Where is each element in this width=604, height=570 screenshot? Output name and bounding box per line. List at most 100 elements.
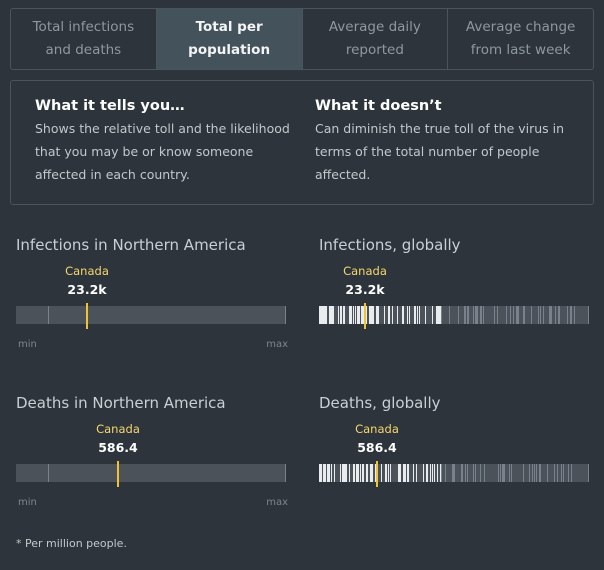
distribution-tick bbox=[358, 464, 359, 482]
distribution-tick bbox=[349, 464, 350, 482]
distribution-tick bbox=[567, 306, 568, 324]
distribution-track bbox=[319, 461, 589, 487]
info-line: Can diminish the true toll of the virus … bbox=[315, 121, 565, 136]
distribution-tick bbox=[458, 306, 459, 324]
distribution-tick bbox=[426, 464, 427, 482]
distribution-tick bbox=[321, 306, 322, 324]
distribution-tick bbox=[437, 306, 438, 324]
distribution-tick bbox=[372, 306, 373, 324]
tab-label-line1: Total per bbox=[195, 19, 263, 35]
tab-total-per-population[interactable]: Total per population bbox=[156, 9, 303, 69]
what-it-tells-section: What it tells you… Shows the relative to… bbox=[35, 98, 305, 186]
distribution-tick bbox=[321, 464, 322, 482]
tab-label-line2: reported bbox=[345, 42, 404, 58]
distribution-tick bbox=[453, 464, 454, 482]
distribution-track bbox=[16, 303, 286, 329]
tab-label-line2: and deaths bbox=[45, 42, 122, 58]
distribution-tick bbox=[475, 306, 476, 324]
distribution-tick bbox=[468, 306, 469, 324]
distribution-tick bbox=[360, 464, 361, 482]
marker-label: Canada bbox=[65, 264, 109, 278]
distribution-tick bbox=[419, 306, 420, 324]
distribution-tick bbox=[494, 306, 495, 324]
distribution-tick bbox=[473, 464, 474, 482]
distribution-tick bbox=[341, 306, 342, 324]
distribution-tick bbox=[402, 306, 403, 324]
distribution-tick bbox=[464, 306, 465, 324]
distribution-tick bbox=[405, 464, 406, 482]
axis-min-label: min bbox=[18, 339, 37, 350]
distribution-tick bbox=[373, 306, 374, 324]
distribution-tick bbox=[388, 306, 389, 324]
distribution-tick bbox=[523, 306, 524, 324]
panel-infections-northern-america: Infections in Northern America Canada 23… bbox=[16, 236, 288, 366]
info-text: Shows the relative toll and the likeliho… bbox=[35, 117, 305, 186]
info-line: affected in each country. bbox=[35, 167, 190, 182]
distribution-tick bbox=[539, 464, 540, 482]
distribution-tick bbox=[325, 306, 326, 324]
tab-total-infections-deaths[interactable]: Total infections and deaths bbox=[11, 9, 157, 69]
distribution-track bbox=[16, 461, 286, 487]
distribution-tick bbox=[557, 464, 558, 482]
axis-min-label: min bbox=[18, 497, 37, 508]
distribution-tick bbox=[326, 306, 327, 324]
tab-average-daily-reported[interactable]: Average daily reported bbox=[303, 9, 449, 69]
distribution-tick bbox=[504, 464, 505, 482]
distribution-tick bbox=[340, 306, 341, 324]
distribution-tick bbox=[358, 306, 359, 324]
marker-value: 586.4 bbox=[357, 440, 397, 455]
marker-value: 23.2k bbox=[67, 282, 107, 297]
info-line: Shows the relative toll and the likeliho… bbox=[35, 121, 290, 136]
distribution-tick bbox=[366, 464, 367, 482]
distribution-tick bbox=[480, 306, 481, 324]
distribution-tick bbox=[467, 306, 468, 324]
tab-average-change[interactable]: Average change from last week bbox=[448, 9, 593, 69]
distribution-tick bbox=[532, 464, 533, 482]
distribution-tick bbox=[285, 464, 286, 482]
distribution-tick bbox=[511, 464, 512, 482]
distribution-tick bbox=[328, 464, 329, 482]
distribution-tick bbox=[529, 464, 530, 482]
distribution-tick bbox=[554, 464, 555, 482]
panel-title: Deaths in Northern America bbox=[16, 394, 226, 412]
distribution-tick bbox=[473, 306, 474, 324]
info-line: that you may be or know someone bbox=[35, 144, 254, 159]
distribution-tick bbox=[397, 306, 398, 324]
distribution-tick bbox=[359, 306, 360, 324]
distribution-tick bbox=[386, 464, 387, 482]
distribution-tick bbox=[427, 464, 428, 482]
distribution-tick bbox=[536, 464, 537, 482]
distribution-tick bbox=[370, 464, 371, 482]
distribution-tick bbox=[329, 464, 330, 482]
distribution-tick bbox=[372, 464, 373, 482]
distribution-tick bbox=[353, 464, 354, 482]
distribution-tick bbox=[381, 464, 382, 482]
panel-deaths-northern-america: Deaths in Northern America Canada 586.4 … bbox=[16, 394, 288, 524]
distribution-tick bbox=[438, 306, 439, 324]
distribution-tick bbox=[465, 464, 466, 482]
distribution-tick bbox=[407, 306, 408, 324]
distribution-tick bbox=[452, 464, 453, 482]
distribution-tick bbox=[558, 306, 559, 324]
distribution-tick bbox=[344, 464, 345, 482]
distribution-tick bbox=[517, 306, 518, 324]
info-line: affected. bbox=[315, 167, 371, 182]
distribution-tick bbox=[354, 464, 355, 482]
distribution-tick bbox=[385, 464, 386, 482]
distribution-tick bbox=[400, 464, 401, 482]
distribution-tick bbox=[531, 306, 532, 324]
distribution-tick bbox=[389, 306, 390, 324]
distribution-tick bbox=[441, 464, 442, 482]
metric-tabs: Total infections and deaths Total per popu… bbox=[10, 8, 594, 70]
distribution-tick bbox=[320, 306, 321, 324]
distribution-tick bbox=[423, 464, 424, 482]
distribution-tick bbox=[324, 306, 325, 324]
panel-title: Infections, globally bbox=[319, 236, 461, 254]
distribution-tick bbox=[467, 464, 468, 482]
distribution-tick bbox=[48, 464, 49, 482]
canada-marker bbox=[86, 303, 88, 329]
distribution-tick bbox=[371, 306, 372, 324]
tab-label-line2: from last week bbox=[470, 42, 571, 58]
distribution-tick bbox=[425, 306, 426, 324]
distribution-tick bbox=[398, 464, 399, 482]
